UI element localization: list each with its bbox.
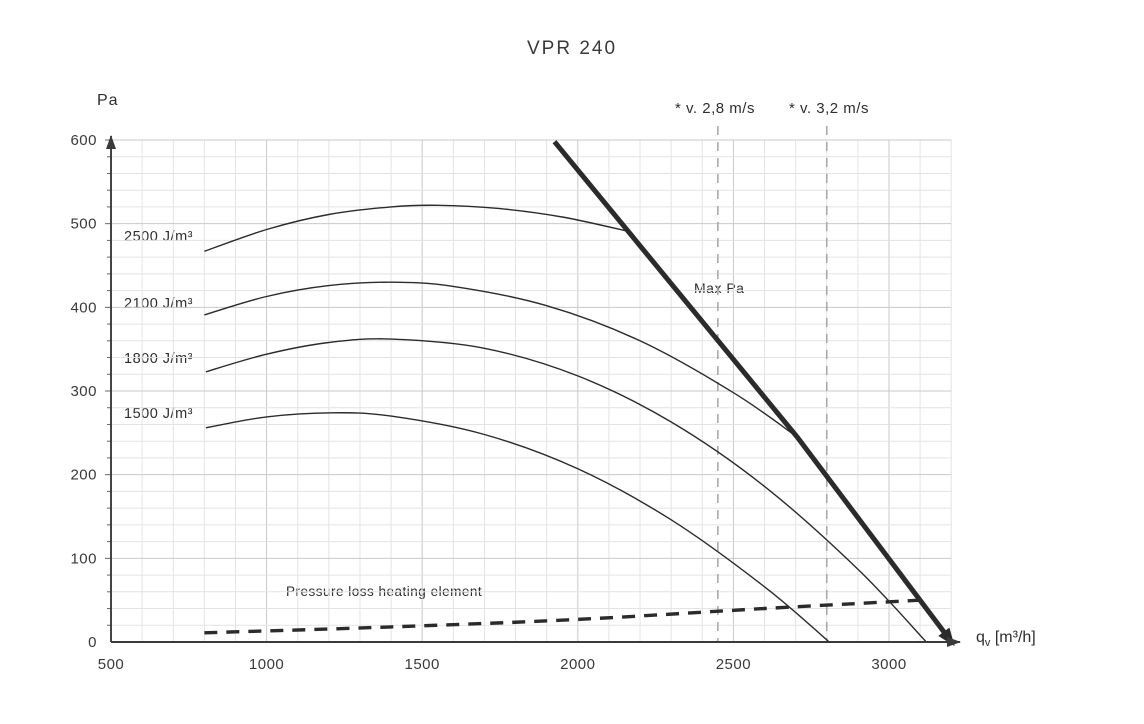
velocity-label-3-2: * v. 3,2 m/s [789,100,869,117]
x-unit-subscript: v [984,637,991,649]
svg-text:3000: 3000 [871,656,906,673]
curve-label-2100: 2100 J/m³ [124,296,193,312]
svg-text:1000: 1000 [249,656,284,673]
curve-label-1500: 1500 J/m³ [124,406,193,422]
velocity-label-2-8: * v. 2,8 m/s [675,100,755,117]
page-title: VPR 240 [526,38,618,59]
svg-text:500: 500 [98,656,125,673]
curve-label-2500: 2500 J/m³ [124,229,193,245]
x-unit-base: q [976,629,985,646]
svg-text:2500: 2500 [716,656,751,673]
svg-text:2000: 2000 [560,656,595,673]
svg-text:1500: 1500 [405,656,440,673]
y-axis-unit-label: Pa [97,92,119,109]
svg-text:600: 600 [70,132,97,149]
svg-text:400: 400 [70,299,97,316]
x-unit-rest: [m³/h] [990,629,1036,646]
curve-label-1800: 1800 J/m³ [124,351,193,367]
svg-text:100: 100 [70,550,97,567]
svg-text:0: 0 [88,634,97,651]
svg-text:300: 300 [70,383,97,400]
max-pa-label: Max Pa [694,280,745,296]
svg-text:200: 200 [70,467,97,484]
x-axis-unit-label: qv [m³/h] [976,629,1036,649]
svg-text:500: 500 [70,216,97,233]
